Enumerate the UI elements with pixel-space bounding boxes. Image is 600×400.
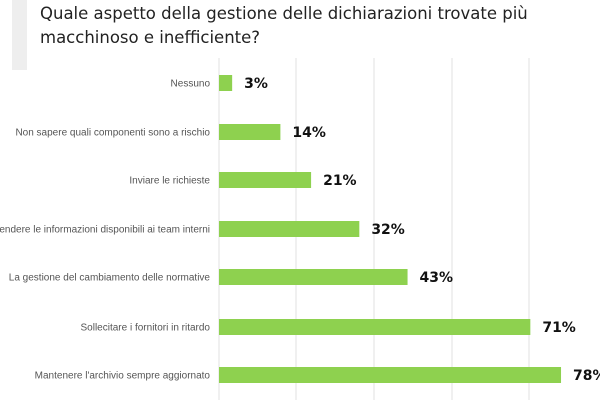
bar (219, 124, 281, 140)
bar (219, 367, 562, 383)
category-label: Nessuno (171, 79, 211, 90)
bar (219, 269, 408, 285)
value-label: 14% (292, 125, 326, 141)
bar (219, 221, 360, 237)
bar (219, 172, 312, 188)
category-label: Sollecitare i fornitori in ritardo (81, 323, 211, 334)
bar (219, 319, 531, 335)
value-label: 71% (542, 320, 576, 336)
value-label: 3% (244, 76, 268, 92)
value-label: 32% (371, 222, 405, 238)
category-label: Non sapere quali componenti sono a risch… (15, 128, 210, 139)
value-label: 43% (420, 270, 454, 286)
decorative-strip (12, 0, 27, 70)
category-label: La gestione del cambiamento delle normat… (9, 273, 211, 284)
chart-title: Quale aspetto della gestione delle dichi… (40, 4, 528, 47)
value-label: 78% (573, 368, 600, 384)
bar (219, 75, 233, 91)
category-label: Inviare le richieste (129, 176, 210, 187)
value-label: 21% (323, 173, 357, 189)
category-label: Mantenere l'archivio sempre aggiornato (35, 371, 211, 382)
category-label: Rendere le informazioni disponibili ai t… (0, 225, 210, 236)
